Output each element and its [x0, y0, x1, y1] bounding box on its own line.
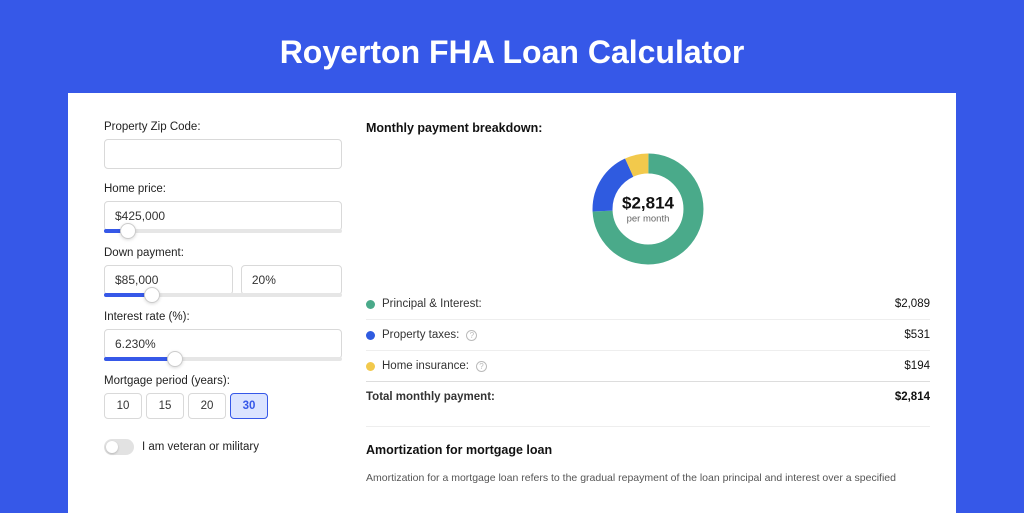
total-row: Total monthly payment: $2,814 — [366, 381, 930, 412]
breakdown-row-left: Property taxes:? — [366, 329, 477, 341]
zip-field: Property Zip Code: — [104, 121, 342, 169]
period-options: 10152030 — [104, 393, 342, 419]
down-payment-pct-input[interactable] — [241, 265, 342, 295]
form-column: Property Zip Code: Home price: Down paym… — [104, 121, 342, 513]
breakdown-row-label: Principal & Interest: — [382, 298, 482, 310]
down-payment-input[interactable] — [104, 265, 233, 295]
home-price-input[interactable] — [104, 201, 342, 231]
total-label: Total monthly payment: — [366, 391, 495, 403]
period-option-20[interactable]: 20 — [188, 393, 226, 419]
donut-center-sub: per month — [622, 214, 674, 225]
info-icon[interactable]: ? — [466, 330, 477, 341]
breakdown-row: Property taxes:? $531 — [366, 319, 930, 350]
period-field: Mortgage period (years): 10152030 — [104, 375, 342, 419]
breakdown-row-value: $531 — [904, 329, 930, 341]
interest-rate-input[interactable] — [104, 329, 342, 359]
veteran-toggle-row: I am veteran or military — [104, 439, 342, 455]
veteran-toggle-label: I am veteran or military — [142, 441, 259, 453]
home-price-slider-thumb[interactable] — [120, 223, 136, 239]
breakdown-row: Principal & Interest: $2,089 — [366, 289, 930, 319]
breakdown-column: Monthly payment breakdown: $2,814 per mo… — [366, 121, 930, 513]
calculator-sheet: Property Zip Code: Home price: Down paym… — [68, 93, 956, 513]
down-payment-slider[interactable] — [104, 293, 342, 297]
breakdown-row-label: Home insurance: — [382, 360, 469, 372]
breakdown-row-value: $194 — [904, 360, 930, 372]
total-value: $2,814 — [895, 391, 930, 403]
veteran-toggle-knob — [106, 441, 118, 453]
page-title: Royerton FHA Loan Calculator — [0, 0, 1024, 93]
home-price-label: Home price: — [104, 183, 342, 195]
breakdown-row-value: $2,089 — [895, 298, 930, 310]
period-option-30[interactable]: 30 — [230, 393, 268, 419]
donut-center: $2,814 per month — [622, 194, 674, 225]
breakdown-row-left: Home insurance:? — [366, 360, 487, 372]
breakdown-row-left: Principal & Interest: — [366, 298, 482, 310]
breakdown-title: Monthly payment breakdown: — [366, 121, 930, 135]
donut-chart: $2,814 per month — [366, 149, 930, 269]
legend-dot-icon — [366, 362, 375, 371]
home-price-slider[interactable] — [104, 229, 342, 233]
info-icon[interactable]: ? — [476, 361, 487, 372]
down-payment-slider-thumb[interactable] — [144, 287, 160, 303]
legend-dot-icon — [366, 331, 375, 340]
amortization-title: Amortization for mortgage loan — [366, 443, 930, 457]
period-option-10[interactable]: 10 — [104, 393, 142, 419]
amortization-text: Amortization for a mortgage loan refers … — [366, 471, 930, 487]
interest-rate-label: Interest rate (%): — [104, 311, 342, 323]
period-option-15[interactable]: 15 — [146, 393, 184, 419]
amortization-section: Amortization for mortgage loan Amortizat… — [366, 426, 930, 487]
breakdown-row-label: Property taxes: — [382, 329, 459, 341]
legend-dot-icon — [366, 300, 375, 309]
breakdown-row: Home insurance:? $194 — [366, 350, 930, 381]
donut-center-value: $2,814 — [622, 194, 674, 214]
veteran-toggle[interactable] — [104, 439, 134, 455]
interest-rate-slider-thumb[interactable] — [167, 351, 183, 367]
interest-rate-slider[interactable] — [104, 357, 342, 361]
zip-label: Property Zip Code: — [104, 121, 342, 133]
interest-rate-field: Interest rate (%): — [104, 311, 342, 361]
down-payment-field: Down payment: — [104, 247, 342, 297]
zip-input[interactable] — [104, 139, 342, 169]
period-label: Mortgage period (years): — [104, 375, 342, 387]
home-price-field: Home price: — [104, 183, 342, 233]
down-payment-label: Down payment: — [104, 247, 342, 259]
